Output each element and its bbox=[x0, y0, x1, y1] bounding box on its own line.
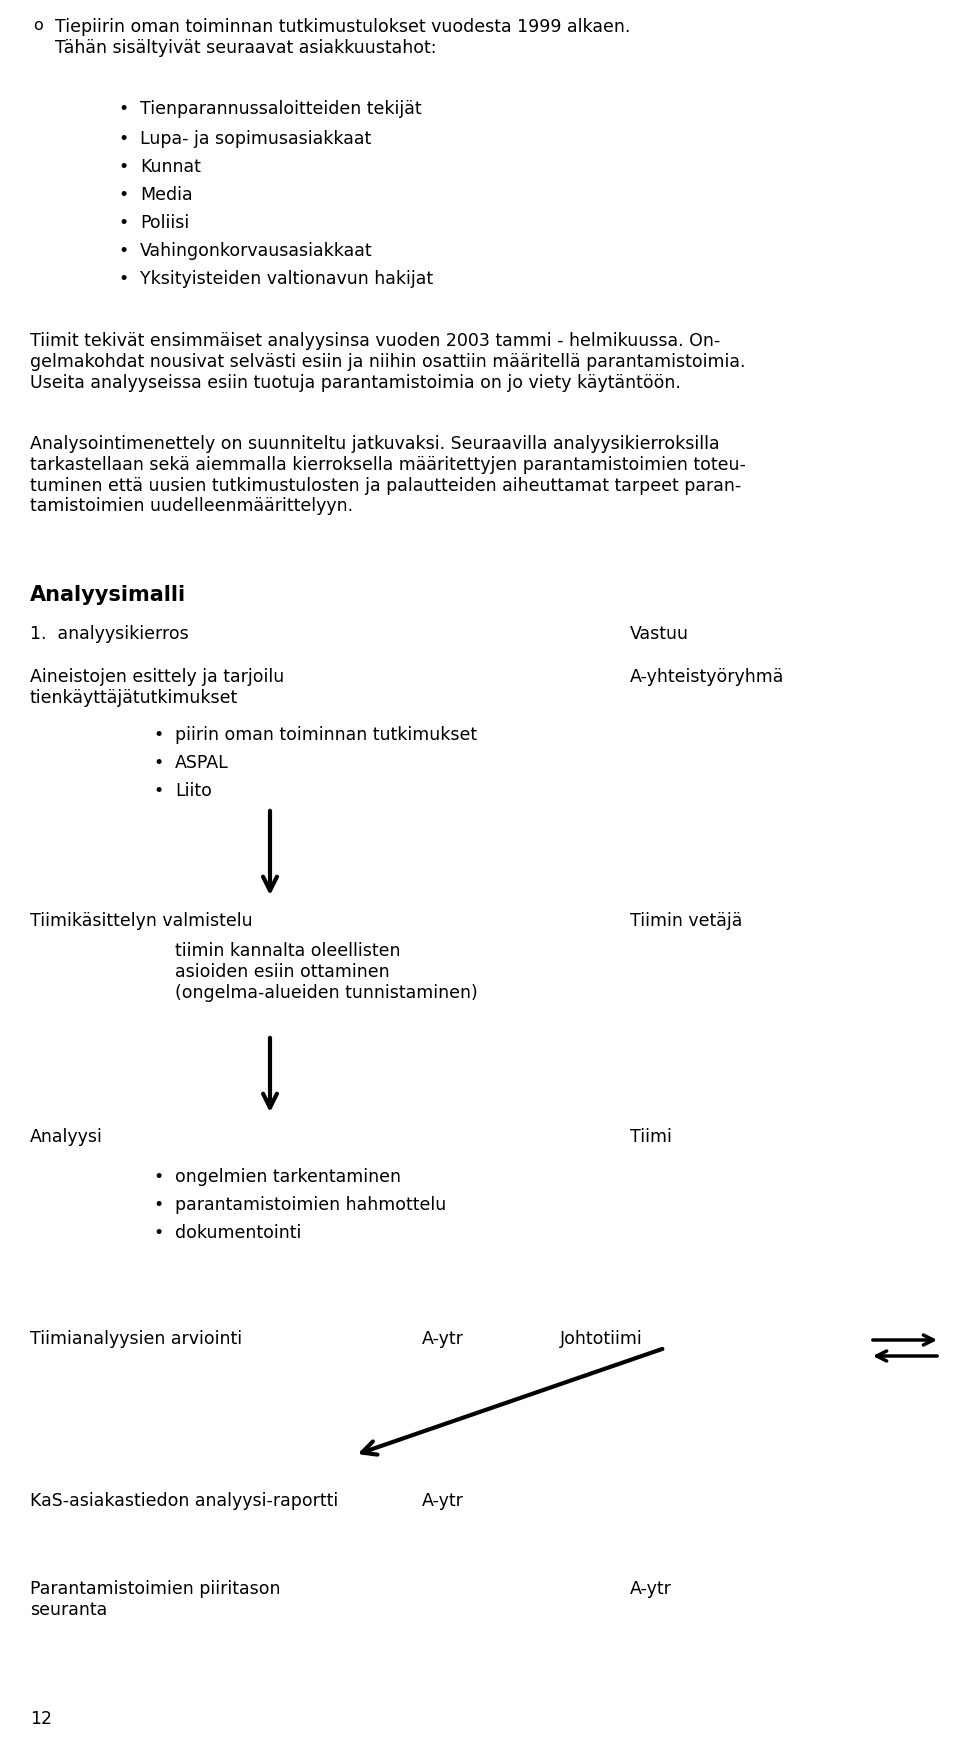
Text: dokumentointi: dokumentointi bbox=[175, 1223, 301, 1242]
Text: piirin oman toiminnan tutkimukset: piirin oman toiminnan tutkimukset bbox=[175, 726, 477, 743]
Text: Lupa- ja sopimusasiakkaat: Lupa- ja sopimusasiakkaat bbox=[140, 129, 372, 148]
Text: •: • bbox=[153, 1167, 163, 1187]
Text: Vahingonkorvausasiakkaat: Vahingonkorvausasiakkaat bbox=[140, 243, 372, 260]
Text: Tiimikäsittelyn valmistelu: Tiimikäsittelyn valmistelu bbox=[30, 913, 252, 930]
Text: Tiimit tekivät ensimmäiset analyysinsa vuoden 2003 tammi - helmikuussa. On-
gelm: Tiimit tekivät ensimmäiset analyysinsa v… bbox=[30, 332, 746, 391]
Text: ASPAL: ASPAL bbox=[175, 754, 228, 771]
Text: Parantamistoimien piiritason
seuranta: Parantamistoimien piiritason seuranta bbox=[30, 1579, 280, 1619]
Text: •: • bbox=[118, 243, 129, 260]
Text: •: • bbox=[118, 187, 129, 204]
Text: Tienparannussaloitteiden tekijät: Tienparannussaloitteiden tekijät bbox=[140, 99, 421, 119]
Text: Tiepiirin oman toiminnan tutkimustulokset vuodesta 1999 alkaen.
Tähän sisältyivä: Tiepiirin oman toiminnan tutkimustulokse… bbox=[55, 17, 631, 58]
Text: 1.  analyysikierros: 1. analyysikierros bbox=[30, 625, 189, 642]
Text: A-ytr: A-ytr bbox=[630, 1579, 672, 1598]
Text: tiimin kannalta oleellisten
asioiden esiin ottaminen
(ongelma-alueiden tunnistam: tiimin kannalta oleellisten asioiden esi… bbox=[175, 942, 478, 1002]
Text: •: • bbox=[153, 782, 163, 799]
Text: Media: Media bbox=[140, 187, 193, 204]
Text: •: • bbox=[118, 99, 129, 119]
Text: •: • bbox=[118, 215, 129, 232]
Text: KaS-asiakastiedon analyysi-raportti: KaS-asiakastiedon analyysi-raportti bbox=[30, 1492, 338, 1509]
Text: Tiimi: Tiimi bbox=[630, 1127, 672, 1146]
Text: •: • bbox=[153, 754, 163, 771]
Text: •: • bbox=[153, 1195, 163, 1215]
Text: A-yhteistyöryhmä: A-yhteistyöryhmä bbox=[630, 668, 784, 686]
Text: Analyysimalli: Analyysimalli bbox=[30, 585, 186, 606]
Text: A-ytr: A-ytr bbox=[422, 1492, 464, 1509]
Text: Johtotiimi: Johtotiimi bbox=[560, 1330, 643, 1347]
Text: •: • bbox=[118, 129, 129, 148]
Text: ongelmien tarkentaminen: ongelmien tarkentaminen bbox=[175, 1167, 401, 1187]
Text: parantamistoimien hahmottelu: parantamistoimien hahmottelu bbox=[175, 1195, 446, 1215]
Text: Yksityisteiden valtionavun hakijat: Yksityisteiden valtionavun hakijat bbox=[140, 270, 433, 288]
Text: •: • bbox=[153, 1223, 163, 1242]
Text: Vastuu: Vastuu bbox=[630, 625, 689, 642]
Text: A-ytr: A-ytr bbox=[422, 1330, 464, 1347]
Text: Tiimianalyysien arviointi: Tiimianalyysien arviointi bbox=[30, 1330, 242, 1347]
Text: Analyysi: Analyysi bbox=[30, 1127, 103, 1146]
Text: o: o bbox=[33, 17, 43, 33]
Text: •: • bbox=[153, 726, 163, 743]
Text: Kunnat: Kunnat bbox=[140, 159, 201, 176]
Text: Liito: Liito bbox=[175, 782, 212, 799]
Text: •: • bbox=[118, 159, 129, 176]
Text: 12: 12 bbox=[30, 1710, 52, 1728]
Text: Poliisi: Poliisi bbox=[140, 215, 189, 232]
Text: Aineistojen esittely ja tarjoilu
tienkäyttäjätutkimukset: Aineistojen esittely ja tarjoilu tienkäy… bbox=[30, 668, 284, 707]
Text: Tiimin vetäjä: Tiimin vetäjä bbox=[630, 913, 742, 930]
Text: Analysointimenettely on suunniteltu jatkuvaksi. Seuraavilla analyysikierroksilla: Analysointimenettely on suunniteltu jatk… bbox=[30, 435, 746, 515]
Text: •: • bbox=[118, 270, 129, 288]
